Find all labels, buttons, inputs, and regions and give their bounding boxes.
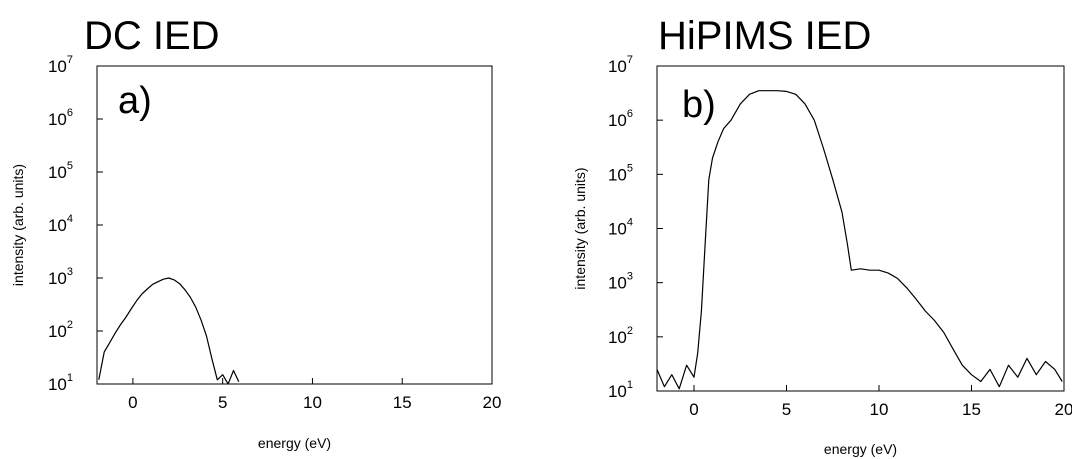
x-tick-label-dc: 5: [218, 393, 227, 412]
y-tick-label-hipims: 107: [608, 54, 633, 76]
y-tick-label-hipims: 104: [608, 217, 633, 239]
y-tick-label-dc: 104: [48, 213, 73, 235]
x-axis-label-dc: energy (eV): [258, 435, 331, 451]
y-axis-label-dc: intensity (arb. units): [10, 164, 26, 286]
y-tick-label-dc: 102: [48, 319, 73, 341]
panel-label-hipims: b): [682, 84, 716, 126]
y-tick-label-hipims: 102: [608, 325, 633, 347]
x-axis-label-hipims: energy (eV): [824, 441, 897, 457]
x-tick-label-dc: 15: [393, 393, 412, 412]
x-tick-label-hipims: 10: [870, 400, 889, 419]
x-tick-label-hipims: 5: [782, 400, 791, 419]
y-tick-label-hipims: 105: [608, 162, 633, 184]
series-line-dc: [99, 278, 239, 384]
y-tick-label-hipims: 101: [608, 379, 633, 401]
y-tick-label-dc: 103: [48, 266, 73, 288]
series-line-hipims: [657, 91, 1062, 389]
x-tick-label-hipims: 0: [689, 400, 698, 419]
y-tick-label-dc: 105: [48, 160, 73, 182]
x-tick-label-dc: 0: [128, 393, 137, 412]
x-tick-label-dc: 20: [483, 393, 502, 412]
y-tick-label-hipims: 106: [608, 108, 633, 130]
y-tick-label-dc: 107: [48, 54, 73, 76]
x-tick-label-hipims: 20: [1055, 400, 1072, 419]
x-tick-label-dc: 10: [303, 393, 322, 412]
y-axis-label-hipims: intensity (arb. units): [572, 167, 588, 289]
y-tick-label-hipims: 103: [608, 271, 633, 293]
y-tick-label-dc: 101: [48, 372, 73, 394]
x-tick-label-hipims: 15: [962, 400, 981, 419]
plot-frame-hipims: [657, 66, 1064, 391]
y-tick-label-dc: 106: [48, 107, 73, 129]
plot-frame-dc: [97, 66, 492, 384]
panel-label-dc: a): [118, 80, 152, 122]
